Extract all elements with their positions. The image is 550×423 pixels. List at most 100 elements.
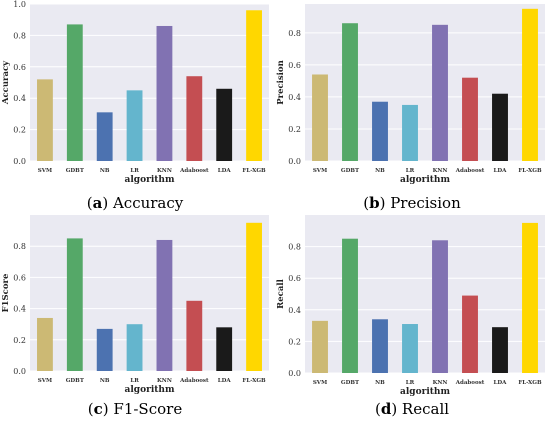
x-tick-label: LDA (494, 380, 508, 386)
bar-svm (312, 74, 328, 161)
bar-adaboost (462, 295, 478, 373)
x-tick-label: SVM (313, 168, 327, 174)
bar-fl-xgb (522, 222, 538, 373)
bar-gdbt (66, 24, 83, 161)
panel-caption: (b) Precision (363, 194, 461, 212)
y-tick-label: 0.8 (13, 31, 26, 40)
y-tick-label: 0.4 (13, 305, 26, 314)
plot-background (305, 4, 545, 161)
x-tick-label: KNN (157, 168, 172, 174)
bar-knn (156, 25, 173, 162)
x-tick-label: LDA (218, 378, 232, 384)
bar-knn (432, 240, 448, 373)
x-tick-label: FL-XGB (518, 168, 542, 174)
x-tick-label: KNN (433, 168, 448, 174)
x-tick-label: GDBT (66, 378, 85, 384)
bar-fl-xgb (246, 10, 262, 162)
y-tick-label: 0.0 (288, 157, 301, 166)
x-tick-label: SVM (38, 378, 52, 384)
y-tick-label: 0.2 (13, 126, 26, 135)
panel-caption: (a) Accuracy (87, 194, 184, 212)
bar-nb (372, 319, 388, 373)
y-tick-label: 0.2 (288, 337, 301, 346)
bar-lr (126, 324, 143, 371)
panel-caption: (d) Recall (375, 400, 449, 418)
plot-background (305, 215, 545, 373)
panel-caption: (c) F1-Score (88, 400, 183, 418)
bar-adaboost (462, 77, 478, 161)
chart-panel-1: 0.0 0.2 0.4 0.6 0.8 1.0 SVM GDBT NB LR KNN Adaboost… (1, 0, 269, 212)
y-tick-label: 0.0 (288, 369, 301, 378)
x-tick-label: SVM (38, 168, 52, 174)
bar-fl-xgb (522, 8, 538, 162)
x-tick-label: GDBT (66, 168, 85, 174)
bar-gdbt (342, 23, 358, 162)
x-axis-label: algorithm (125, 385, 175, 395)
x-tick-label: Adaboost (179, 378, 209, 384)
y-tick-label: 0.4 (288, 306, 301, 315)
x-tick-label: KNN (157, 378, 172, 384)
bar-adaboost (186, 76, 203, 161)
plot-background (30, 215, 269, 371)
y-tick-label: 0.2 (13, 336, 26, 345)
y-axis-label: F1Score (1, 273, 11, 312)
y-tick-label: 0.0 (13, 367, 26, 376)
chart-panel-2: 0.0 0.2 0.4 0.6 0.8 SVM GDBT NB LR KNN Adaboost LDA… (276, 4, 545, 212)
y-tick-label: 0.6 (288, 61, 301, 70)
x-tick-label: LR (130, 168, 139, 174)
y-tick-label: 0.0 (13, 157, 26, 166)
chart-panel-4: 0.0 0.2 0.4 0.6 0.8 SVM GDBT NB LR KNN Adaboost LDA… (276, 215, 545, 418)
bar-lda (492, 327, 508, 373)
y-tick-label: 0.8 (288, 243, 301, 252)
y-axis-label: Accuracy (1, 60, 11, 105)
plot-background (30, 4, 269, 161)
bar-lda (492, 93, 508, 161)
y-tick-label: 0.4 (13, 94, 26, 103)
x-tick-label: LDA (218, 168, 232, 174)
bar-gdbt (342, 238, 358, 373)
bar-svm (37, 317, 53, 371)
bar-svm (37, 79, 53, 161)
x-tick-label: NB (375, 168, 385, 174)
bar-knn (432, 24, 448, 161)
y-tick-label: 0.6 (13, 63, 26, 72)
x-tick-label: NB (375, 380, 385, 386)
y-axis-label: Precision (276, 60, 286, 105)
bar-adaboost (186, 300, 203, 371)
y-tick-label: 1.0 (13, 0, 26, 9)
x-tick-label: KNN (433, 380, 448, 386)
bar-nb (372, 101, 388, 161)
bar-nb (96, 112, 113, 161)
x-tick-label: FL-XGB (242, 168, 266, 174)
bar-knn (156, 239, 173, 371)
x-tick-label: LR (406, 380, 415, 386)
bar-lr (126, 90, 143, 161)
bar-lda (216, 327, 233, 371)
bar-gdbt (66, 238, 83, 371)
x-tick-label: LDA (494, 168, 508, 174)
y-tick-label: 0.6 (13, 273, 26, 282)
x-tick-label: Adaboost (455, 380, 485, 386)
y-axis-label: Recall (276, 278, 286, 308)
x-axis-label: algorithm (400, 175, 450, 185)
bar-lda (216, 88, 233, 161)
x-axis-label: algorithm (400, 387, 450, 397)
x-tick-label: Adaboost (179, 168, 209, 174)
x-tick-label: GDBT (341, 380, 360, 386)
bar-fl-xgb (246, 222, 262, 371)
y-tick-label: 0.8 (13, 242, 26, 251)
bar-lr (402, 324, 418, 373)
x-tick-label: FL-XGB (242, 378, 266, 384)
x-tick-label: NB (100, 168, 110, 174)
y-tick-label: 0.2 (288, 125, 301, 134)
x-tick-label: NB (100, 378, 110, 384)
x-tick-label: LR (130, 378, 139, 384)
x-tick-label: LR (406, 168, 415, 174)
bar-lr (402, 104, 418, 161)
x-tick-label: GDBT (341, 168, 360, 174)
x-tick-label: Adaboost (455, 168, 485, 174)
bar-svm (312, 320, 328, 373)
bar-nb (96, 328, 113, 371)
y-tick-label: 0.6 (288, 274, 301, 283)
